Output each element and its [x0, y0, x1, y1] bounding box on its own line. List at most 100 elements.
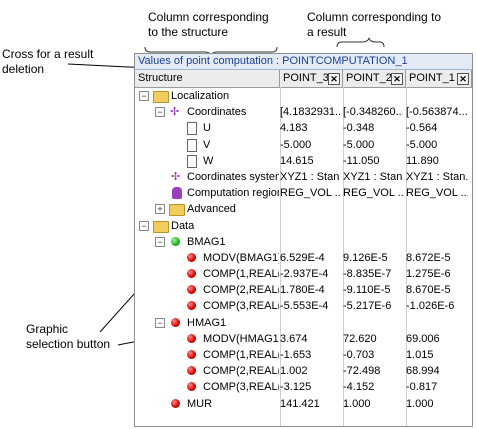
header-point-2[interactable]: POINT_2 ✕ [343, 70, 406, 87]
value-cell: 6.529E-4 [280, 251, 325, 264]
column-divider [280, 87, 281, 426]
tree-label: W [203, 154, 214, 167]
tree-row-data[interactable]: − Data [135, 218, 472, 234]
tree-row-comp3-hmag1[interactable]: COMP(3,REAL(HMAG1)) -3.125 -4.152 -0.817 [135, 379, 472, 395]
value-cell: -1.653 [280, 349, 312, 361]
callout-cross-deletion: Cross for a result deletion [2, 47, 94, 76]
tree-label: COMP(3,REAL(BMAG1)) [203, 300, 279, 313]
folder-open-icon [153, 91, 169, 103]
value-cell: REG_VOL ... [343, 187, 403, 200]
tree-label: MUR [187, 397, 213, 410]
value-cell: 69.006 [406, 332, 440, 345]
header-point-3[interactable]: POINT_3 ✕ [280, 70, 343, 87]
value-cell: 68.994 [406, 365, 440, 378]
tree-label: Coordinates system [187, 170, 279, 183]
collapse-toggle[interactable]: − [155, 317, 165, 328]
value-cell: 1.780E-4 [280, 284, 325, 297]
tree-label: BMAG1 [187, 235, 226, 248]
tree-label: Coordinates [187, 106, 247, 119]
collapse-toggle[interactable]: − [139, 220, 149, 231]
document-icon [187, 122, 197, 136]
coordinates-icon: ✢ [170, 106, 180, 119]
tree-label: MODV(HMAG1) [203, 332, 279, 345]
folder-icon [169, 204, 185, 217]
graphic-selection-button[interactable] [187, 366, 196, 376]
value-cell: 3.674 [280, 332, 308, 345]
value-cell: [-0.348260... [343, 106, 403, 119]
value-cell: 72.620 [343, 332, 377, 345]
panel-title: Values of point computation : POINTCOMPU… [135, 54, 472, 70]
value-cell: -5.000 [280, 138, 312, 151]
tree-row-comp3-bmag1[interactable]: COMP(3,REAL(BMAG1)) -5.553E-4 -5.217E-6 … [135, 298, 472, 314]
tree-row-v[interactable]: V -5.000 -5.000 -5.000 [135, 137, 472, 153]
tree-row-coordinates[interactable]: − ✢ Coordinates [4.1832931... [-0.348260… [135, 104, 472, 120]
tree-row-comp1-bmag1[interactable]: COMP(1,REAL(BMAG1)) -2.937E-4 -8.835E-7 … [135, 266, 472, 282]
value-cell: 9.126E-5 [343, 251, 388, 264]
tree-row-comp2-bmag1[interactable]: COMP(2,REAL(BMAG1)) 1.780E-4 -9.110E-5 8… [135, 282, 472, 298]
tree-row-mur[interactable]: MUR 141.421 1.000 1.000 [135, 396, 472, 412]
value-cell: [-0.563874... [406, 106, 468, 119]
graphic-selection-button[interactable] [187, 333, 196, 343]
value-cell: -11.050 [343, 154, 380, 167]
graphic-selection-button[interactable] [187, 350, 196, 359]
value-cell: XYZ1 : Stan... [280, 170, 340, 183]
header-structure: Structure [135, 70, 280, 87]
graphic-selection-button[interactable] [171, 317, 180, 327]
collapse-toggle[interactable]: − [155, 236, 165, 247]
tree-row-localization[interactable]: − Localization [135, 88, 472, 104]
delete-point-3-button[interactable]: ✕ [328, 73, 340, 85]
value-cell: 11.890 [406, 154, 439, 167]
collapse-toggle[interactable]: − [155, 107, 165, 118]
tree-row-comp1-hmag1[interactable]: COMP(1,REAL(HMAG1)) -1.653 -0.703 1.015 [135, 347, 472, 363]
tree-row-u[interactable]: U 4.183 -0.348 -0.564 [135, 120, 472, 136]
region-icon [172, 187, 182, 200]
header-point-3-label: POINT_3 [283, 72, 329, 84]
graphic-selection-button[interactable] [187, 301, 196, 311]
tree-row-coordinates-system[interactable]: ✢ Coordinates system XYZ1 : Stan... XYZ1… [135, 169, 472, 185]
delete-point-1-button[interactable]: ✕ [457, 73, 469, 85]
value-cell: -8.835E-7 [343, 268, 392, 281]
column-divider [343, 87, 344, 426]
value-cell: REG_VOL ... [280, 187, 340, 200]
graphic-selection-button[interactable] [171, 236, 180, 246]
tree-row-modv-bmag1[interactable]: MODV(BMAG1) 6.529E-4 9.126E-5 8.672E-5 [135, 250, 472, 266]
tree-row-comp2-hmag1[interactable]: COMP(2,REAL(HMAG1)) 1.002 -72.498 68.994 [135, 363, 472, 379]
value-cell: -9.110E-5 [343, 284, 391, 297]
value-cell: 1.000 [343, 397, 371, 410]
folder-open-icon [153, 220, 169, 233]
value-cell: -5.217E-6 [343, 300, 392, 313]
graphic-selection-button[interactable] [187, 382, 196, 392]
tree-row-bmag1[interactable]: − BMAG1 [135, 234, 472, 250]
header-point-2-label: POINT_2 [346, 72, 392, 84]
tree-label: MODV(BMAG1) [203, 251, 279, 264]
tree-label: COMP(1,REAL(BMAG1)) [203, 268, 279, 281]
expand-toggle[interactable]: + [155, 204, 165, 215]
header-point-1[interactable]: POINT_1 ✕ [406, 70, 472, 87]
tree-row-w[interactable]: W 14.615 -11.050 11.890 [135, 153, 472, 169]
tree-row-computation-region[interactable]: Computation region REG_VOL ... REG_VOL .… [135, 185, 472, 201]
tree-label: COMP(2,REAL(BMAG1)) [203, 284, 279, 297]
value-cell: XYZ1 : Stan... [343, 170, 403, 183]
callout-result-column: Column corresponding to a result [307, 10, 442, 39]
tree-row-advanced[interactable]: + Advanced [135, 201, 472, 217]
tree-label: Localization [171, 90, 230, 102]
value-cell: 4.183 [280, 122, 308, 135]
collapse-toggle[interactable]: − [139, 91, 149, 101]
value-cell: -5.000 [406, 138, 438, 151]
value-cell: -2.937E-4 [280, 268, 329, 281]
value-cell: -1.026E-6 [406, 300, 455, 313]
table-header: Structure POINT_3 ✕ POINT_2 ✕ POINT_1 ✕ [135, 70, 472, 88]
graphic-selection-button[interactable] [187, 252, 196, 262]
value-cell: 1.015 [406, 349, 434, 361]
graphic-selection-button[interactable] [171, 398, 180, 408]
tree-row-modv-hmag1[interactable]: MODV(HMAG1) 3.674 72.620 69.006 [135, 331, 472, 347]
delete-point-2-button[interactable]: ✕ [391, 73, 403, 85]
value-cell: -0.564 [406, 122, 438, 135]
value-cell: -5.000 [343, 138, 375, 151]
graphic-selection-button[interactable] [187, 285, 196, 295]
tree-label: COMP(2,REAL(HMAG1)) [203, 365, 279, 378]
coordinate-system-icon: ✢ [171, 170, 181, 183]
tree-row-hmag1[interactable]: − HMAG1 [135, 315, 472, 331]
value-cell: REG_VOL ... [406, 187, 468, 200]
graphic-selection-button[interactable] [187, 269, 196, 279]
